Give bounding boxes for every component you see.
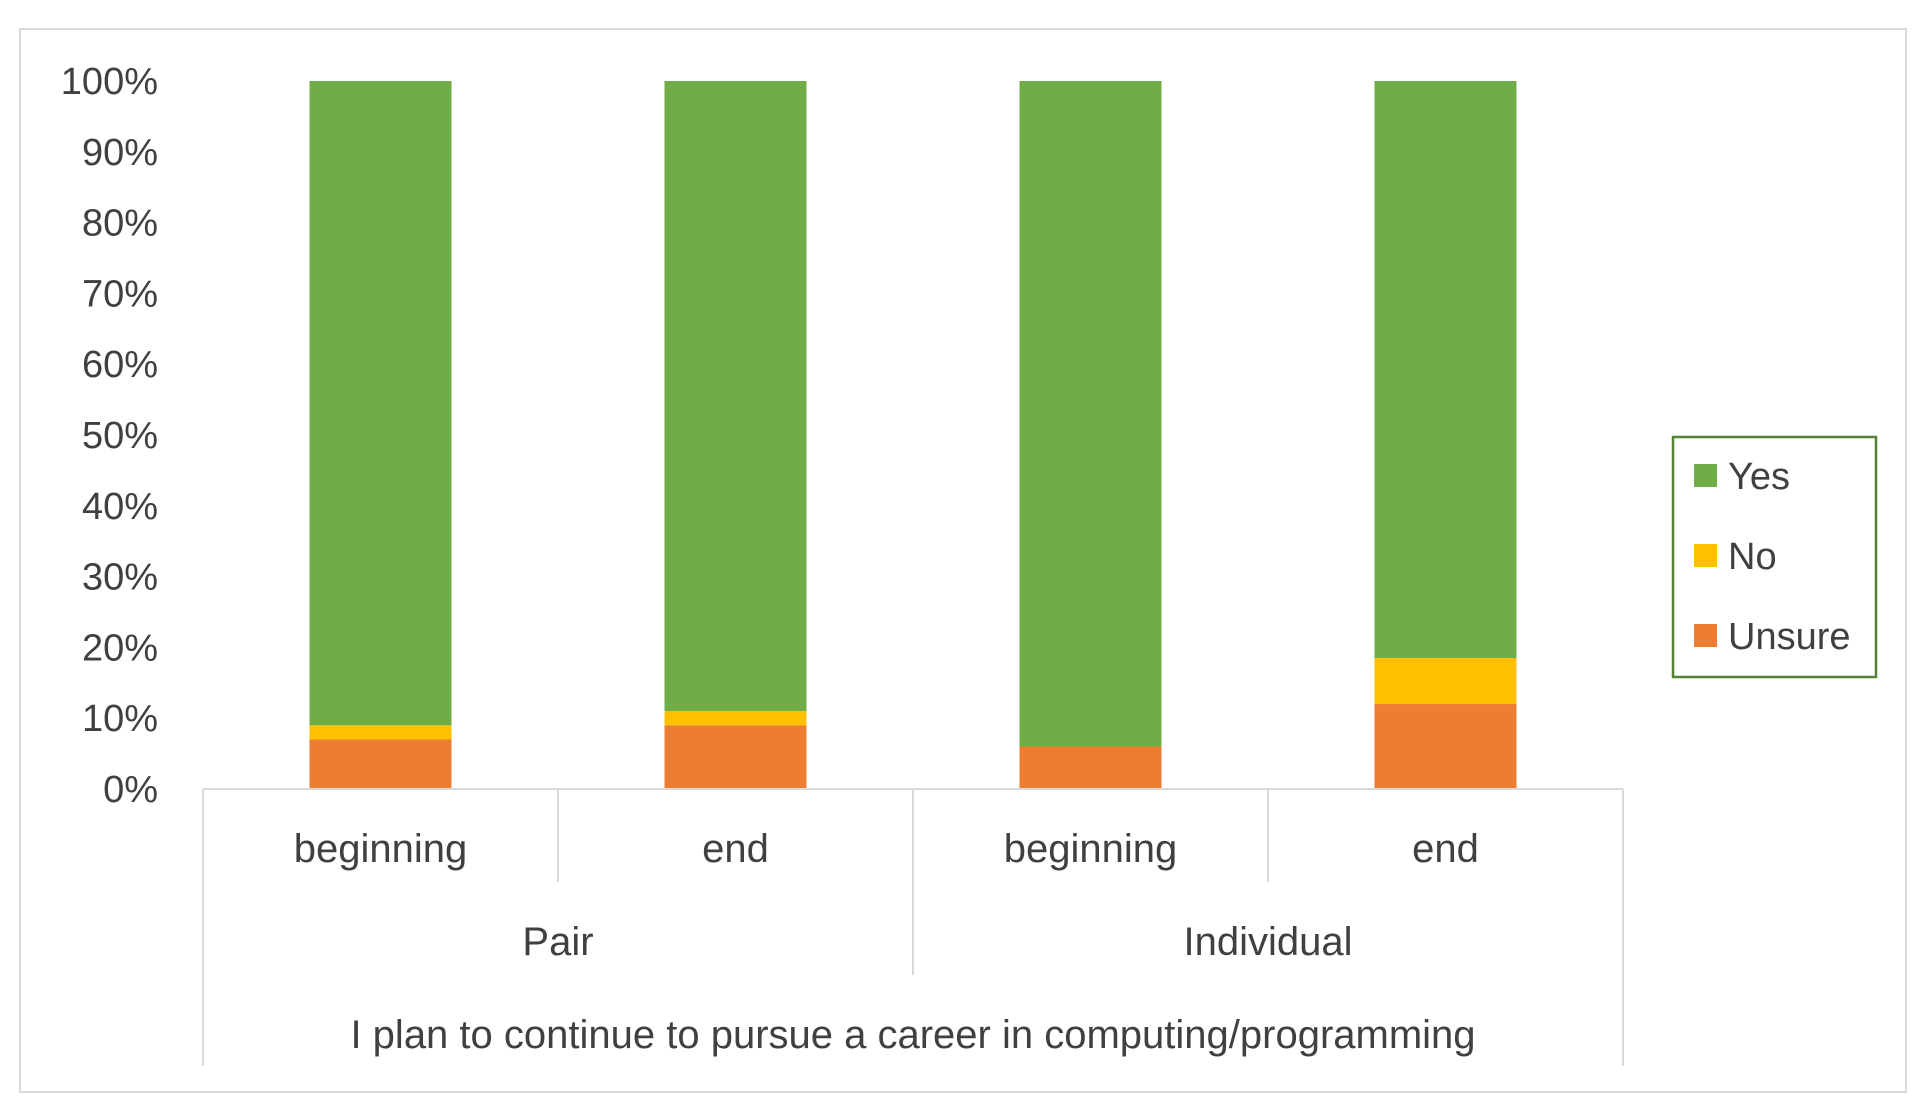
bars: [309, 81, 1517, 789]
x-axis: beginning end beginning end Pair Individual I …: [202, 788, 1624, 1066]
legend-swatch-yes: [1694, 464, 1717, 487]
y-tick-label: 90%: [82, 132, 158, 174]
y-tick-label: 70%: [82, 273, 158, 315]
y-tick-label: 60%: [82, 344, 158, 386]
bar-segment-no: [1374, 658, 1517, 705]
legend-swatch-unsure: [1694, 624, 1717, 647]
x-group-label: Pair: [522, 920, 593, 964]
x-group-label: Individual: [1183, 920, 1352, 964]
bar-segment-unsure: [1019, 746, 1162, 789]
bar-segment-yes: [664, 81, 807, 712]
y-tick-label: 20%: [82, 627, 158, 669]
x-tick-label: beginning: [1004, 827, 1178, 871]
bar-segment-yes: [309, 81, 452, 726]
y-tick-label: 0%: [103, 769, 158, 811]
y-tick-label: 40%: [82, 486, 158, 528]
bar-segment-no: [309, 725, 452, 740]
x-tick-label: end: [702, 827, 769, 871]
bar-segment-no: [664, 711, 807, 726]
x-outer-label: I plan to continue to pursue a career in…: [350, 1013, 1475, 1057]
x-tick-label: end: [1412, 827, 1479, 871]
bar-segment-unsure: [1374, 704, 1517, 789]
x-tick-label: beginning: [294, 827, 468, 871]
y-tick-label: 50%: [82, 415, 158, 457]
legend: Yes No Unsure: [1671, 435, 1878, 679]
bar-segment-yes: [1019, 81, 1162, 747]
bar-segment-unsure: [309, 739, 452, 789]
legend-label: Yes: [1728, 456, 1790, 498]
legend-label: No: [1728, 536, 1777, 578]
legend-swatch-no: [1694, 544, 1717, 567]
y-tick-label: 30%: [82, 557, 158, 599]
bar-segment-yes: [1374, 81, 1517, 659]
legend-label: Unsure: [1728, 616, 1851, 658]
y-tick-label: 80%: [82, 203, 158, 245]
y-axis: 0% 10% 20% 30% 40% 50% 60% 70% 80% 90% 100%: [61, 61, 158, 811]
y-tick-label: 10%: [82, 698, 158, 740]
y-tick-label: 100%: [61, 61, 158, 103]
bar-segment-unsure: [664, 725, 807, 789]
